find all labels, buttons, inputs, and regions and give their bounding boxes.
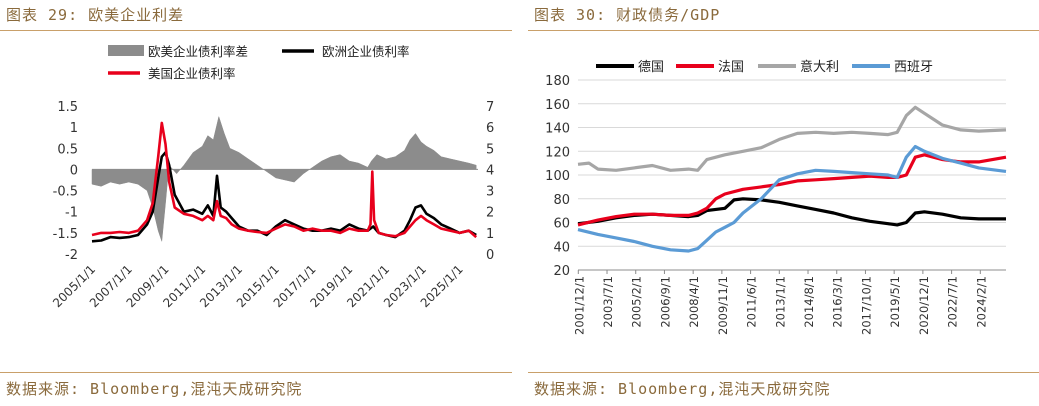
y-tick-label: 60 [553, 217, 570, 232]
legend-label: 西班牙 [894, 60, 933, 75]
series-line [577, 153, 1007, 227]
y-tick-label: -1.5 [53, 227, 78, 242]
x-tick-label: 2022/7/1 [946, 276, 960, 328]
x-tick-label: 2008/4/1 [687, 276, 701, 328]
y-tick-label: -2 [65, 248, 78, 263]
legend-swatch [108, 45, 144, 56]
x-tick-label: 2003/7/1 [601, 276, 615, 328]
x-tick-label: 2019/5/1 [888, 276, 902, 328]
y-tick-label: 120 [545, 145, 570, 160]
series-line [577, 144, 1007, 253]
y-tick-label: 180 [545, 74, 570, 89]
left-figure: 图表 29: 欧美企业利差 1.5 1 0.5 0 -0.5 -1 -1.5 -2 7 6 5 4 3 2… [0, 0, 512, 406]
y-tick-label: -1 [65, 206, 78, 221]
y2-tick-label: 1 [486, 227, 494, 242]
y2-tick-label: 4 [486, 163, 494, 178]
y2-tick-label: 5 [486, 142, 494, 157]
legend-label: 法国 [718, 60, 744, 75]
y2-tick-label: 0 [486, 248, 494, 263]
spread-chart: 1.510.50-0.5-1-1.5-2765432102005/1/12007… [50, 44, 494, 310]
divider [528, 30, 1039, 31]
x-tick-label: 2006/9/1 [658, 276, 672, 328]
x-tick-label: 2011/6/1 [745, 276, 759, 328]
y2-tick-label: 2 [486, 206, 494, 221]
x-tick-label: 2013/1/1 [773, 276, 787, 328]
series-line [577, 105, 1007, 172]
x-tick-label: 2017/10/1 [859, 276, 873, 335]
legend-label: 意大利 [800, 59, 839, 75]
x-tick-label: 2005/2/1 [630, 276, 644, 328]
y-tick-label: 0.5 [57, 142, 78, 157]
y-tick-label: 20 [553, 264, 570, 279]
y-tick-label: 100 [545, 169, 570, 184]
spread-area [91, 115, 477, 242]
divider [528, 372, 1039, 373]
legend-label: 德国 [638, 60, 664, 75]
divider [0, 372, 512, 373]
divider [0, 30, 512, 31]
y-tick-label: 80 [553, 193, 570, 208]
legend-label: 欧美企业债利率差 [148, 44, 248, 59]
y2-tick-label: 3 [486, 185, 494, 200]
x-tick-label: 2001/12/1 [572, 276, 586, 335]
legend-label: 欧洲企业债利率 [322, 44, 410, 59]
x-tick-label: 2009/11/1 [716, 276, 730, 335]
right-figure: 图表 30: 财政债务/GDP 180 160 140 120 100 80 60 40 20 2… [528, 0, 1039, 406]
y-tick-label: 140 [545, 122, 570, 137]
x-tick-label: 2014/8/1 [802, 276, 816, 328]
y-tick-label: 40 [553, 240, 570, 255]
data-source: 数据来源: Bloomberg,混沌天成研究院 [534, 380, 831, 398]
series-line [577, 197, 1006, 227]
y2-tick-label: 7 [486, 100, 494, 115]
y-tick-label: 160 [545, 98, 570, 113]
data-source: 数据来源: Bloomberg,混沌天成研究院 [6, 380, 303, 398]
figure-title: 图表 29: 欧美企业利差 [6, 6, 185, 24]
x-tick-label: 2024/2/1 [974, 276, 988, 328]
y2-tick-label: 6 [486, 121, 494, 136]
y-tick-label: -0.5 [53, 185, 78, 200]
x-tick-label: 2016/3/1 [831, 276, 845, 328]
x-tick-label: 2020/12/1 [917, 276, 931, 335]
series-line [91, 121, 478, 239]
legend-label: 美国企业债利率 [148, 66, 236, 81]
y-tick-label: 1 [70, 121, 78, 136]
figure-title: 图表 30: 财政债务/GDP [534, 6, 721, 24]
y-tick-label: 0 [70, 163, 78, 178]
y-tick-label: 1.5 [57, 100, 78, 115]
